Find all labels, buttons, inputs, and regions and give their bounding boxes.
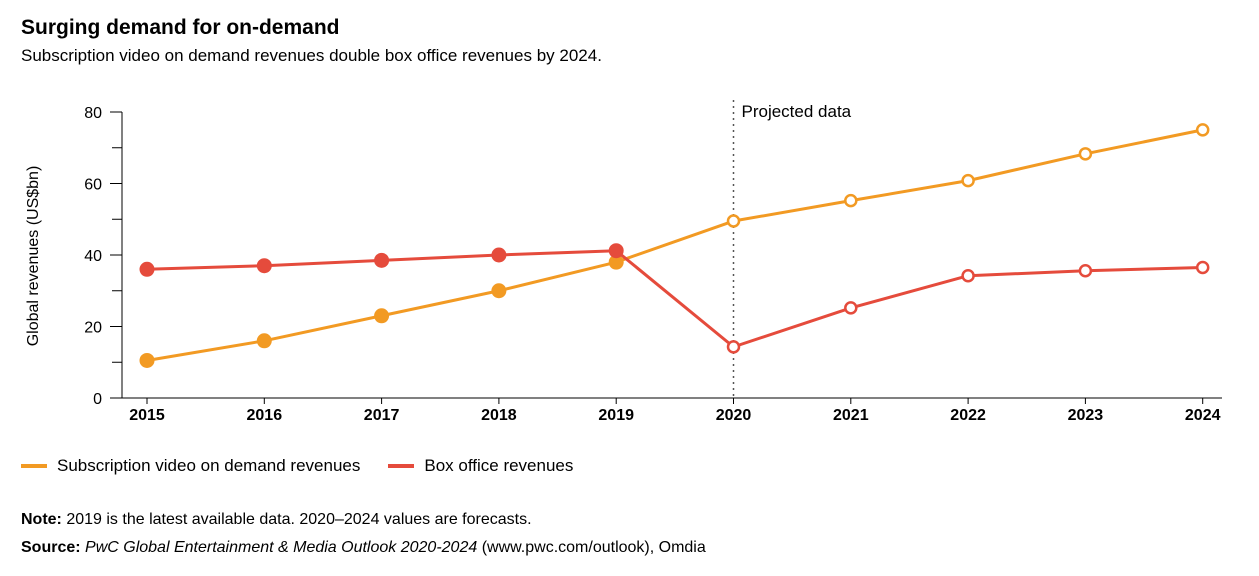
data-point-box-office bbox=[608, 243, 624, 259]
y-tick-label: 40 bbox=[84, 248, 102, 265]
source-rest: (www.pwc.com/outlook), Omdia bbox=[477, 539, 706, 556]
data-point-svod bbox=[491, 283, 507, 299]
x-tick-label: 2015 bbox=[129, 407, 165, 424]
legend-label-svod: Subscription video on demand revenues bbox=[57, 456, 361, 475]
data-point-box-office bbox=[374, 252, 390, 268]
x-tick-label: 2019 bbox=[598, 407, 634, 424]
source-title: PwC Global Entertainment & Media Outlook… bbox=[80, 539, 478, 556]
legend-swatch-svod bbox=[21, 464, 47, 468]
x-tick-label: 2024 bbox=[1185, 407, 1221, 424]
line-chart: Global revenues (US$bn) 0 20 40 60 80 2015 201… bbox=[25, 100, 1222, 424]
series-line-box-office bbox=[146, 249, 1203, 349]
data-point-svod bbox=[374, 308, 390, 324]
data-point-svod bbox=[139, 352, 155, 368]
data-point-svod bbox=[608, 254, 624, 270]
x-tick-label: 2020 bbox=[716, 407, 752, 424]
series-line-svod bbox=[146, 128, 1204, 362]
data-point-box-office bbox=[961, 268, 975, 283]
note: Note: 2019 is the latest available data.… bbox=[21, 511, 532, 529]
legend: Subscription video on demand revenues Bo… bbox=[21, 456, 601, 476]
legend-item-box-office: Box office revenues bbox=[388, 456, 573, 476]
data-point-box-office bbox=[1078, 263, 1093, 278]
data-point-box-office bbox=[491, 247, 507, 263]
legend-swatch-box-office bbox=[388, 464, 415, 468]
note-label: Note: bbox=[21, 511, 62, 528]
y-tick-label: 0 bbox=[93, 391, 102, 408]
x-tick-label: 2018 bbox=[481, 407, 517, 424]
data-point-box-office bbox=[139, 261, 155, 277]
data-point-box-office bbox=[256, 258, 272, 274]
data-point-box-office bbox=[726, 340, 741, 354]
data-point-svod bbox=[961, 173, 975, 188]
chart-title: Surging demand for on-demand bbox=[21, 16, 340, 39]
legend-item-svod: Subscription video on demand revenues bbox=[21, 456, 360, 476]
x-tick-label: 2017 bbox=[364, 407, 400, 424]
source: Source: PwC Global Entertainment & Media… bbox=[21, 539, 706, 557]
data-point-box-office bbox=[1195, 260, 1210, 275]
y-axis-label: Global revenues (US$bn) bbox=[25, 166, 42, 347]
x-tick-label: 2022 bbox=[950, 407, 986, 424]
y-tick-label: 20 bbox=[84, 320, 102, 337]
y-tick-label: 80 bbox=[84, 105, 102, 122]
data-point-svod bbox=[1078, 147, 1093, 161]
note-text: 2019 is the latest available data. 2020–… bbox=[61, 511, 532, 528]
data-point-svod bbox=[1195, 123, 1210, 137]
chart-subtitle: Subscription video on demand revenues do… bbox=[21, 46, 602, 65]
data-point-box-office bbox=[844, 301, 858, 315]
x-tick-label: 2016 bbox=[247, 407, 283, 424]
x-tick-label: 2023 bbox=[1068, 407, 1104, 424]
y-tick-label: 60 bbox=[84, 177, 102, 194]
projection-label: Projected data bbox=[742, 102, 852, 121]
legend-label-box-office: Box office revenues bbox=[424, 456, 574, 475]
source-label: Source: bbox=[21, 539, 81, 556]
data-point-svod bbox=[256, 333, 272, 349]
data-point-svod bbox=[726, 214, 741, 228]
x-tick-label: 2021 bbox=[833, 407, 869, 424]
data-point-svod bbox=[844, 193, 858, 208]
